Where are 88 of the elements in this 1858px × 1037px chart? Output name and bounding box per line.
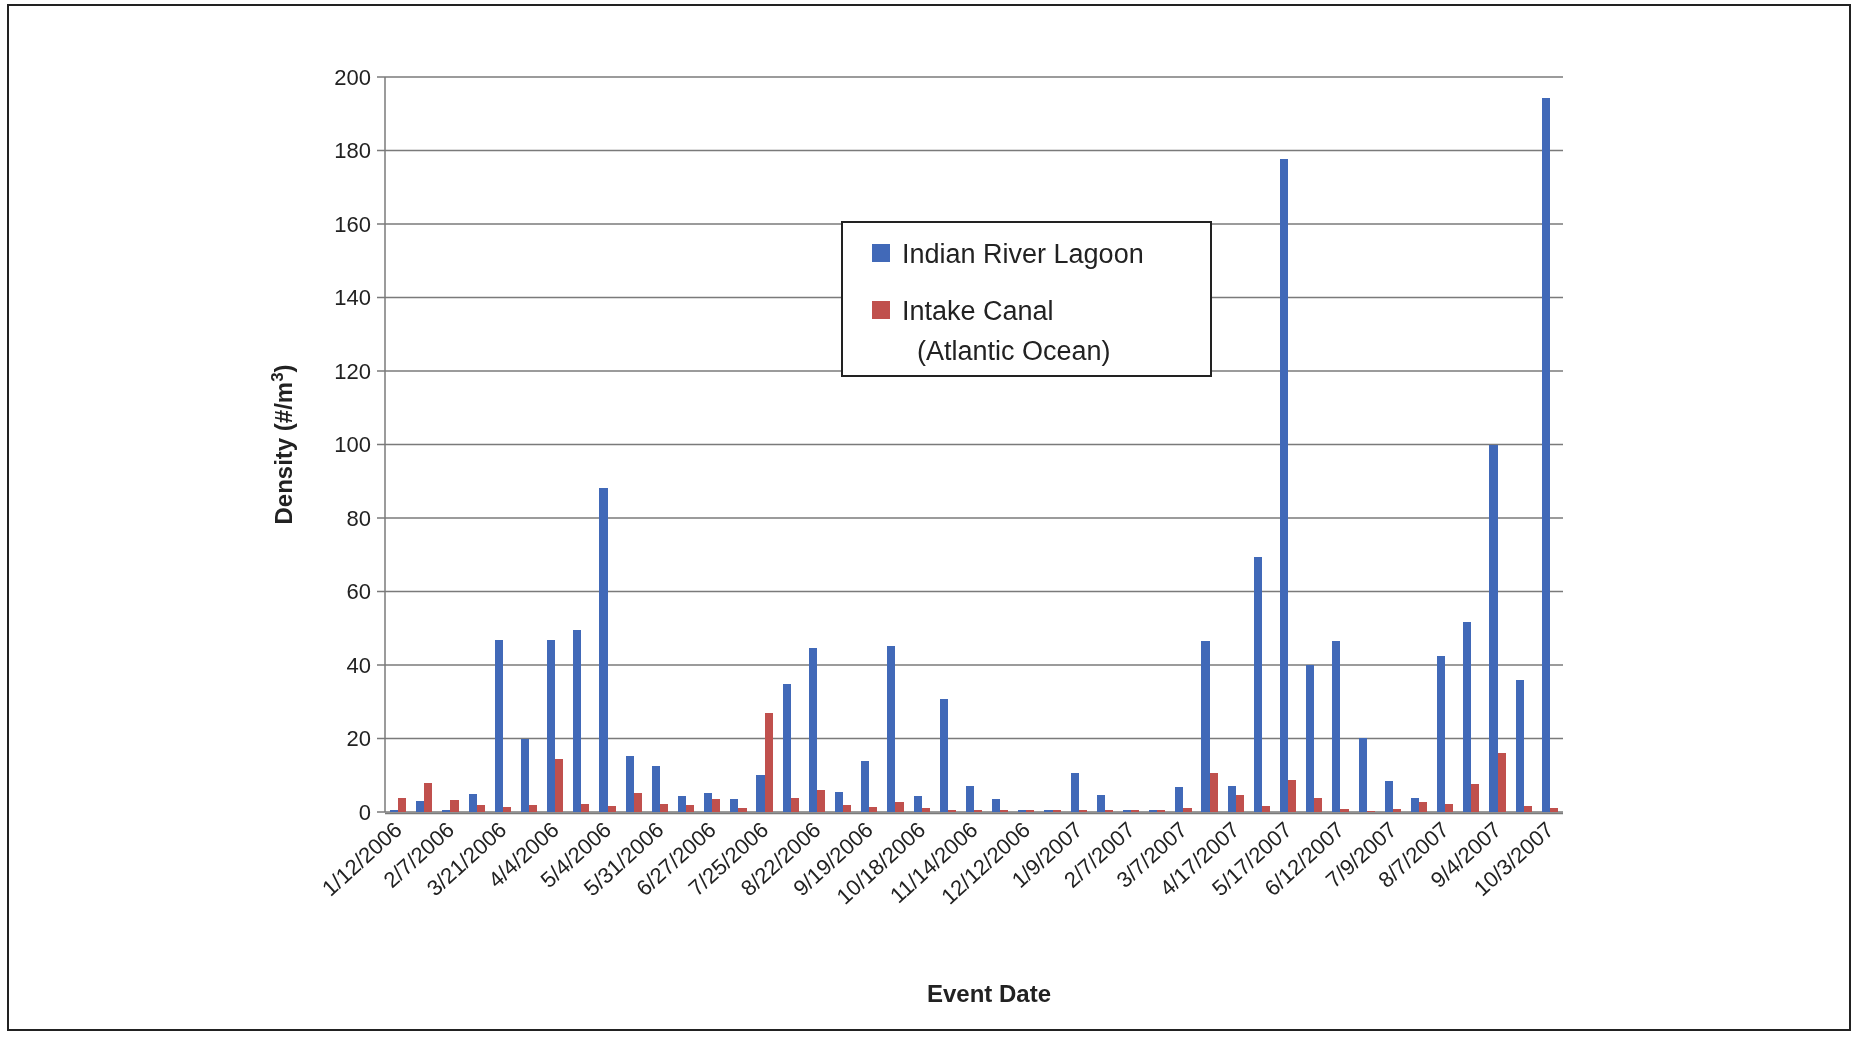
bar <box>573 629 582 812</box>
bar <box>581 803 590 812</box>
bar <box>808 647 817 812</box>
bar <box>651 766 660 812</box>
bar <box>1280 159 1289 812</box>
bar <box>416 800 425 812</box>
bar <box>1306 665 1315 812</box>
bar <box>1489 444 1498 812</box>
bar <box>1445 803 1454 812</box>
bar <box>1332 641 1341 812</box>
bar <box>1175 786 1184 812</box>
y-tick-label: 80 <box>346 505 371 531</box>
y-tick-label: 120 <box>334 358 371 384</box>
bar <box>764 713 773 812</box>
y-tick-label: 140 <box>334 285 371 311</box>
y-tick-label: 160 <box>334 211 371 237</box>
bar <box>1437 655 1446 812</box>
bar <box>1070 773 1079 812</box>
bar <box>1515 680 1524 812</box>
bar <box>1201 641 1210 812</box>
bar <box>939 698 948 812</box>
bar <box>738 807 747 812</box>
bar <box>869 806 878 812</box>
bar <box>476 805 485 812</box>
bar <box>659 803 668 812</box>
bar <box>599 487 608 812</box>
bar <box>1384 781 1393 812</box>
bar <box>607 806 616 812</box>
bar <box>843 805 852 812</box>
bar <box>921 807 930 812</box>
bar <box>677 796 687 812</box>
y-tick-label: 40 <box>346 652 371 678</box>
bar <box>1253 557 1262 812</box>
y-tick-label: 200 <box>334 64 371 90</box>
bar <box>1288 780 1297 812</box>
bar <box>1541 97 1550 812</box>
bar <box>790 798 799 812</box>
bar <box>1549 807 1559 812</box>
bar <box>1523 806 1532 812</box>
bar <box>686 804 695 812</box>
bar <box>1340 808 1349 812</box>
bar <box>1209 773 1218 812</box>
bar <box>502 807 511 812</box>
bar <box>1358 738 1367 812</box>
bar <box>1096 794 1105 812</box>
bar <box>555 759 564 812</box>
y-tick-label: 180 <box>334 138 371 164</box>
y-tick-label: 0 <box>358 799 371 825</box>
bar <box>450 799 459 812</box>
y-tick-label: 60 <box>346 579 371 605</box>
bar <box>913 796 922 812</box>
bar <box>1410 797 1420 812</box>
bar <box>782 684 791 812</box>
bar <box>468 793 477 812</box>
bar <box>625 756 634 812</box>
bar <box>1471 784 1480 812</box>
bar <box>1261 805 1271 812</box>
y-tick-label: 20 <box>346 726 371 752</box>
bar <box>895 802 904 812</box>
bar <box>887 645 896 812</box>
bar <box>704 793 713 812</box>
bar <box>398 797 407 812</box>
bar <box>756 774 765 812</box>
bar <box>1419 802 1428 812</box>
bar <box>547 640 556 812</box>
bar <box>1227 785 1236 812</box>
legend-label: Indian River Lagoon <box>902 239 1144 270</box>
bar <box>1463 622 1472 812</box>
bar <box>861 761 870 812</box>
bar <box>1235 794 1244 812</box>
bar <box>520 738 529 812</box>
bar <box>494 640 503 812</box>
bar <box>730 799 739 812</box>
bar <box>1314 798 1323 812</box>
bar <box>816 790 826 812</box>
x-axis-title: Event Date <box>926 980 1052 1007</box>
bar <box>835 791 844 812</box>
bar <box>424 782 433 812</box>
bar <box>633 792 642 812</box>
bar <box>528 805 538 812</box>
legend-label: Intake Canal (Atlantic Ocean) <box>902 296 1111 366</box>
bar <box>992 798 1001 812</box>
bar <box>1044 809 1053 812</box>
bar <box>965 785 974 812</box>
bar <box>1497 753 1506 812</box>
y-tick-label: 100 <box>334 432 371 458</box>
bar <box>1183 807 1192 812</box>
bar <box>712 798 721 812</box>
